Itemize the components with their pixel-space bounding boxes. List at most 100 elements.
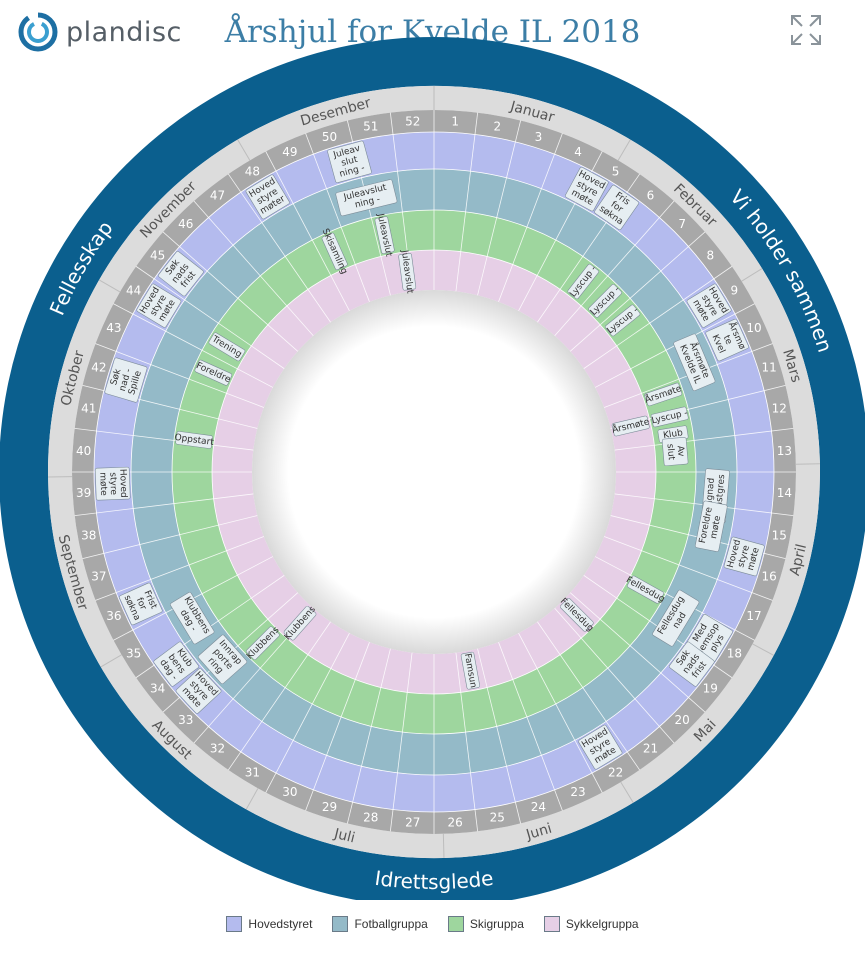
legend-item-fotballgruppa[interactable]: Fotballgruppa [332,916,428,932]
event-box-bg [175,431,213,449]
event-box[interactable]: Famsun [460,651,481,690]
week-divider [193,200,314,337]
week-number: 22 [608,765,623,779]
week-number: 20 [675,713,690,727]
event-label: Av [675,445,686,457]
event-box-bg [661,437,689,467]
week-number: 19 [703,681,718,695]
event-label: slut [340,155,359,169]
week-number: 9 [731,283,739,297]
week-divider [455,112,479,292]
week-divider [614,427,794,451]
month-divider [620,781,634,803]
week-number: 2 [493,120,501,134]
week-divider [477,120,522,296]
week-number: 18 [727,647,742,661]
legend-label: Fotballgruppa [354,917,428,931]
ring-separator [171,209,697,735]
week-number: 23 [570,785,585,799]
week-number: 40 [76,444,91,458]
week-divider [569,231,706,352]
week-number: 51 [363,120,378,134]
year-wheel[interactable]: 1 234567891011121314151617181920212223242… [0,0,865,900]
week-divider [604,536,773,601]
legend-item-skigruppa[interactable]: Skigruppa [447,916,524,932]
event-box-bg [398,253,417,291]
week-number: 48 [245,165,260,179]
event-box-bg [245,174,290,220]
event-box-bg [119,582,163,626]
week-number: 25 [490,810,505,824]
event-box-bg [198,634,248,685]
event-box-bg [460,651,481,690]
month-divider [245,788,259,810]
event-box-bg [170,592,215,645]
ring-separator [93,131,775,813]
week-divider [389,652,413,832]
week-number: 44 [126,283,141,297]
week-divider [265,151,350,312]
week-divider [305,133,370,302]
week-number: 10 [746,321,761,335]
month-divider [752,643,774,656]
event-box-bg [246,626,280,660]
event-box-bg [673,333,716,391]
week-number: 52 [405,115,420,129]
week-divider [305,642,370,811]
plandisc-logo[interactable]: plandisc [18,12,182,52]
event-box-bg [686,283,732,328]
week-number: 26 [448,815,463,829]
event-box[interactable]: Juleavslut [398,248,417,295]
week-number: 16 [761,569,776,583]
week-divider [498,642,563,811]
week-number: 35 [126,647,141,661]
week-number: 33 [178,713,193,727]
event-box-bg [644,382,683,407]
week-divider [95,343,264,408]
legend-item-hovedstyret[interactable]: Hovedstyret [226,916,312,932]
event-box-bg [335,179,398,217]
event-label: Søk [109,367,124,386]
event-box-bg [327,140,372,183]
week-number: 29 [322,800,337,814]
fullscreen-icon[interactable] [789,13,823,47]
week-number: 12 [772,402,787,416]
event-label: møte [709,514,723,539]
week-number: 7 [678,217,686,231]
legend-item-sykkelgruppa[interactable]: Sykkelgruppa [543,916,639,932]
week-number: 13 [777,444,792,458]
event-label: Hoved [117,469,128,498]
week-number: 50 [322,130,337,144]
week-number: 45 [150,249,165,263]
event-box-bg [104,357,148,403]
event-box-bg [652,589,700,647]
month-divider [795,463,820,465]
event-label: te [721,334,734,347]
week-number: 36 [106,609,121,623]
event-box-bg [94,466,131,501]
week-divider [455,652,479,832]
event-box-bg [611,415,650,437]
event-box-bg [627,575,664,604]
legend-label: Hovedstyret [248,917,313,931]
week-number: 24 [531,800,546,814]
event-box-bg [208,332,246,362]
event-box-bg [565,166,609,212]
event-box[interactable]: Oppstart [174,431,215,449]
week-number: 8 [706,249,714,263]
event-box-bg [321,232,348,271]
